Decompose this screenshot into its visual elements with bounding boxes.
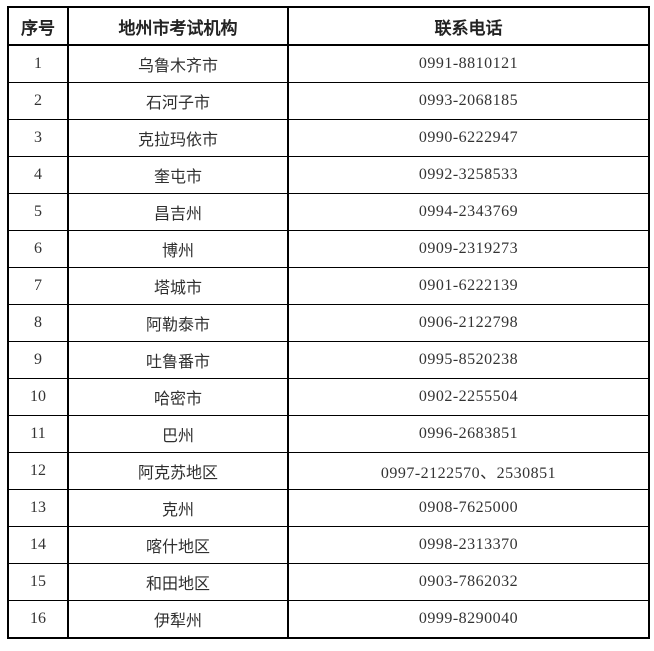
cell-no: 16 xyxy=(7,600,69,639)
cell-org: 博州 xyxy=(67,230,289,268)
cell-no: 12 xyxy=(7,452,69,490)
table-row: 9 吐鲁番市 0995-8520238 xyxy=(7,341,650,379)
cell-no: 3 xyxy=(7,119,69,157)
cell-phone: 0903-7862032 xyxy=(287,563,650,601)
cell-no: 1 xyxy=(7,44,69,83)
table-row: 15 和田地区 0903-7862032 xyxy=(7,563,650,601)
cell-phone: 0991-8810121 xyxy=(287,44,650,83)
cell-org: 阿勒泰市 xyxy=(67,304,289,342)
table-row: 13 克州 0908-7625000 xyxy=(7,489,650,527)
table-row: 12 阿克苏地区 0997-2122570、2530851 xyxy=(7,452,650,490)
cell-phone: 0990-6222947 xyxy=(287,119,650,157)
cell-org: 和田地区 xyxy=(67,563,289,601)
cell-org: 昌吉州 xyxy=(67,193,289,231)
table-body: 1 乌鲁木齐市 0991-8810121 2 石河子市 0993-2068185 3 克拉玛依… xyxy=(7,44,650,639)
header-cell-org: 地州市考试机构 xyxy=(67,6,289,46)
cell-org: 塔城市 xyxy=(67,267,289,305)
cell-org: 伊犁州 xyxy=(67,600,289,639)
cell-phone: 0996-2683851 xyxy=(287,415,650,453)
cell-phone: 0995-8520238 xyxy=(287,341,650,379)
cell-phone: 0992-3258533 xyxy=(287,156,650,194)
cell-no: 6 xyxy=(7,230,69,268)
cell-phone: 0998-2313370 xyxy=(287,526,650,564)
cell-no: 5 xyxy=(7,193,69,231)
cell-phone: 0906-2122798 xyxy=(287,304,650,342)
table-row: 14 喀什地区 0998-2313370 xyxy=(7,526,650,564)
contact-table: 序号 地州市考试机构 联系电话 1 乌鲁木齐市 0991-8810121 2 石河子市 0… xyxy=(7,6,650,639)
cell-no: 14 xyxy=(7,526,69,564)
table-header: 序号 地州市考试机构 联系电话 xyxy=(7,6,650,46)
cell-no: 7 xyxy=(7,267,69,305)
cell-org: 阿克苏地区 xyxy=(67,452,289,490)
cell-phone: 0994-2343769 xyxy=(287,193,650,231)
cell-phone: 0908-7625000 xyxy=(287,489,650,527)
table-row: 16 伊犁州 0999-8290040 xyxy=(7,600,650,639)
cell-no: 11 xyxy=(7,415,69,453)
header-cell-no: 序号 xyxy=(7,6,69,46)
table-row: 3 克拉玛依市 0990-6222947 xyxy=(7,119,650,157)
cell-no: 4 xyxy=(7,156,69,194)
cell-org: 喀什地区 xyxy=(67,526,289,564)
cell-phone: 0902-2255504 xyxy=(287,378,650,416)
cell-org: 吐鲁番市 xyxy=(67,341,289,379)
cell-phone: 0993-2068185 xyxy=(287,82,650,120)
table-row: 2 石河子市 0993-2068185 xyxy=(7,82,650,120)
table-row: 8 阿勒泰市 0906-2122798 xyxy=(7,304,650,342)
cell-org: 石河子市 xyxy=(67,82,289,120)
cell-phone: 0909-2319273 xyxy=(287,230,650,268)
table-row: 10 哈密市 0902-2255504 xyxy=(7,378,650,416)
header-row: 序号 地州市考试机构 联系电话 xyxy=(7,6,650,46)
cell-phone: 0997-2122570、2530851 xyxy=(287,452,650,490)
cell-no: 13 xyxy=(7,489,69,527)
cell-no: 8 xyxy=(7,304,69,342)
cell-phone: 0901-6222139 xyxy=(287,267,650,305)
cell-org: 克拉玛依市 xyxy=(67,119,289,157)
cell-no: 15 xyxy=(7,563,69,601)
cell-org: 哈密市 xyxy=(67,378,289,416)
cell-phone: 0999-8290040 xyxy=(287,600,650,639)
table-row: 4 奎屯市 0992-3258533 xyxy=(7,156,650,194)
table-row: 1 乌鲁木齐市 0991-8810121 xyxy=(7,44,650,83)
cell-no: 9 xyxy=(7,341,69,379)
cell-org: 巴州 xyxy=(67,415,289,453)
table-row: 7 塔城市 0901-6222139 xyxy=(7,267,650,305)
cell-org: 乌鲁木齐市 xyxy=(67,44,289,83)
table-row: 11 巴州 0996-2683851 xyxy=(7,415,650,453)
cell-no: 2 xyxy=(7,82,69,120)
header-cell-phone: 联系电话 xyxy=(287,6,650,46)
table-row: 6 博州 0909-2319273 xyxy=(7,230,650,268)
cell-org: 克州 xyxy=(67,489,289,527)
cell-org: 奎屯市 xyxy=(67,156,289,194)
table-row: 5 昌吉州 0994-2343769 xyxy=(7,193,650,231)
cell-no: 10 xyxy=(7,378,69,416)
